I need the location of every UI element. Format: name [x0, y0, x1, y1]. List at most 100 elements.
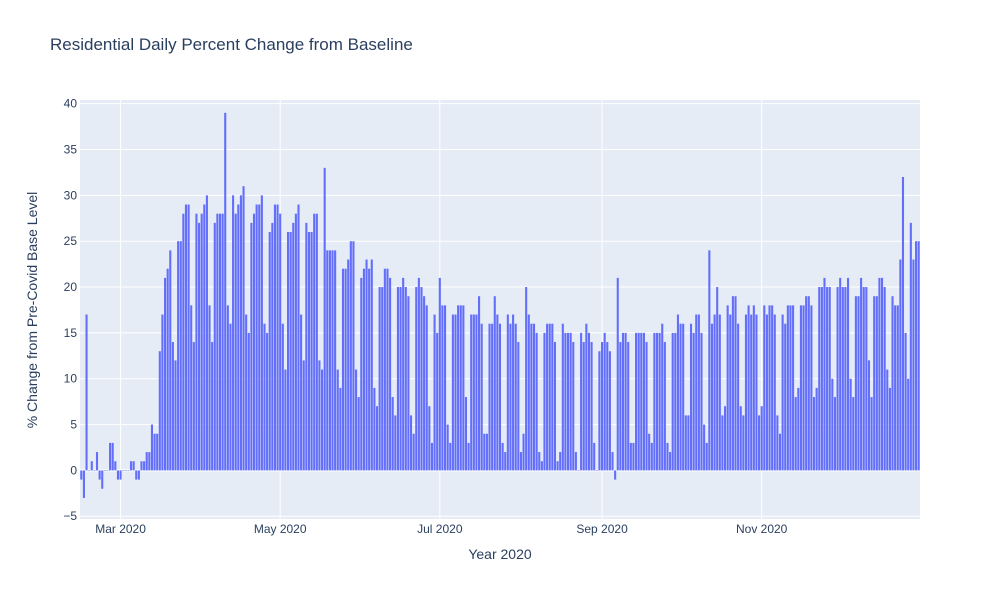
bar [721, 415, 724, 471]
bar [402, 277, 405, 471]
bar [386, 268, 389, 471]
bar [606, 342, 609, 471]
bar [245, 314, 248, 471]
bar [140, 461, 143, 471]
bar [577, 470, 580, 471]
bar [815, 387, 818, 471]
bar [556, 461, 559, 471]
bar [292, 222, 295, 471]
bar [595, 470, 598, 471]
bar [773, 314, 776, 471]
bar [703, 424, 706, 471]
bar [239, 195, 242, 471]
bar [263, 323, 266, 471]
bar [566, 332, 570, 471]
bar [221, 213, 224, 471]
bar [459, 305, 462, 471]
bar [888, 387, 891, 471]
x-axis-ticks: Mar 2020 May 2020 Jul 2020 Sep 2020 Nov 2020 [95, 522, 787, 536]
bar [145, 452, 148, 471]
bar [93, 470, 96, 471]
bar [200, 213, 203, 471]
bar [574, 452, 577, 471]
bar [742, 415, 745, 471]
bar [642, 332, 645, 471]
bar [326, 250, 329, 471]
bar [655, 332, 659, 471]
bar [281, 323, 284, 471]
bar [462, 305, 465, 471]
bar [365, 259, 368, 471]
bar [886, 369, 889, 471]
bar [792, 305, 795, 471]
bar [82, 470, 85, 498]
bar [444, 305, 447, 471]
bar [909, 222, 912, 471]
bar [420, 287, 423, 471]
bar [360, 277, 363, 471]
bar [211, 342, 214, 471]
bar [786, 305, 789, 471]
bar [161, 314, 164, 471]
bar [645, 342, 648, 471]
bar [498, 323, 502, 471]
bar [653, 332, 656, 471]
bar [878, 277, 881, 471]
bar [805, 296, 808, 471]
bar [334, 250, 337, 471]
bar [478, 296, 481, 471]
y-tick-label: 30 [64, 188, 78, 202]
bar [517, 342, 520, 471]
y-tick-label: 20 [64, 280, 78, 294]
bar [778, 433, 782, 471]
bar [846, 277, 850, 471]
x-tick-label: Jul 2020 [417, 522, 463, 536]
bar [415, 287, 418, 471]
x-axis-title: Year 2020 [468, 546, 532, 562]
bar [255, 204, 258, 471]
bar [127, 470, 130, 471]
bar [522, 433, 525, 471]
bar [315, 213, 318, 471]
bar [407, 296, 410, 471]
bar [226, 305, 229, 471]
bar [548, 323, 551, 471]
bar [472, 314, 475, 471]
bar [362, 268, 365, 471]
bar [106, 470, 109, 471]
x-tick-label: Mar 2020 [95, 522, 146, 536]
bar [640, 332, 643, 471]
bar [601, 342, 604, 471]
bar [750, 314, 753, 471]
bar [205, 195, 208, 471]
bar [718, 314, 721, 471]
bar [276, 204, 279, 471]
bar [501, 442, 504, 471]
bar [739, 406, 742, 471]
bar [763, 305, 766, 471]
bar [153, 433, 156, 471]
bar [611, 452, 614, 471]
bar [650, 442, 653, 471]
bar [784, 323, 787, 471]
bar [164, 277, 167, 471]
bar [572, 342, 575, 471]
bar [585, 323, 588, 471]
bar [789, 305, 792, 471]
y-tick-label: 10 [64, 372, 78, 386]
bar [512, 314, 515, 471]
bar [608, 351, 611, 471]
bar [828, 287, 831, 471]
bar [710, 323, 714, 471]
bar [284, 369, 287, 471]
bar [85, 314, 88, 471]
y-tick-label: 5 [70, 418, 77, 432]
bar [357, 397, 360, 471]
bar [143, 461, 146, 471]
bar [632, 442, 635, 471]
bar [663, 342, 666, 471]
bar [302, 360, 305, 471]
bar [103, 470, 106, 471]
bar [509, 323, 512, 471]
bar [854, 296, 857, 471]
